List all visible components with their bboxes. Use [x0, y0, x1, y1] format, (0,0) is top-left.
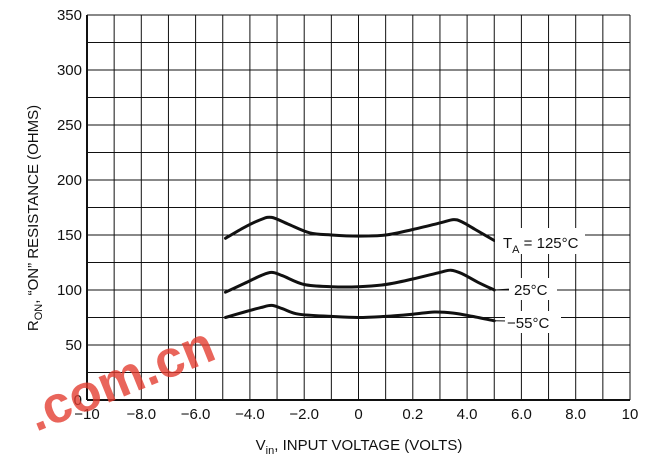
y-tick-label: 350 [57, 7, 82, 24]
x-tick-label: −8.0 [126, 406, 156, 423]
series-25c-line [223, 268, 496, 294]
x-axis-title: Vin, INPUT VOLTAGE (VOLTS) [256, 437, 463, 457]
label-125c: TA = 125°C [503, 235, 579, 256]
y-tick-label: 200 [57, 172, 82, 189]
grid [86, 14, 631, 401]
svg-text:.com.cn: .com.cn [19, 316, 223, 443]
y-tick-label: 300 [57, 62, 82, 79]
y-tick-label: 150 [57, 227, 82, 244]
y-tick-labels: 0 50 100 150 200 250 300 350 [57, 7, 82, 409]
series-125c-line [223, 215, 496, 242]
x-tick-label: 10 [622, 406, 639, 423]
x-tick-label: 6.0 [511, 406, 532, 423]
x-tick-label: 0 [354, 406, 362, 423]
y-axis-title: RON, “ON” RESISTANCE (OHMS) [25, 105, 45, 331]
y-tick-label: 250 [57, 117, 82, 134]
x-tick-label: −2.0 [289, 406, 319, 423]
x-tick-label: −10 [74, 406, 99, 423]
y-tick-label: 50 [65, 337, 82, 354]
x-tick-labels: −10 −8.0 −6.0 −4.0 −2.0 0 0.2 4.0 6.0 8.0 10 [74, 406, 638, 423]
x-tick-label: 8.0 [565, 406, 586, 423]
series-minus55c-line [223, 303, 496, 323]
label-minus55c: −55°C [507, 315, 549, 332]
y-tick-label: 100 [57, 282, 82, 299]
x-tick-label: −4.0 [235, 406, 265, 423]
label-25c: 25°C [514, 282, 548, 299]
x-tick-label: 0.2 [402, 406, 423, 423]
x-tick-label: 4.0 [457, 406, 478, 423]
x-tick-label: −6.0 [181, 406, 211, 423]
data-series [223, 215, 513, 323]
y-tick-label: 0 [74, 392, 82, 409]
watermark: .com.cn [19, 316, 223, 443]
